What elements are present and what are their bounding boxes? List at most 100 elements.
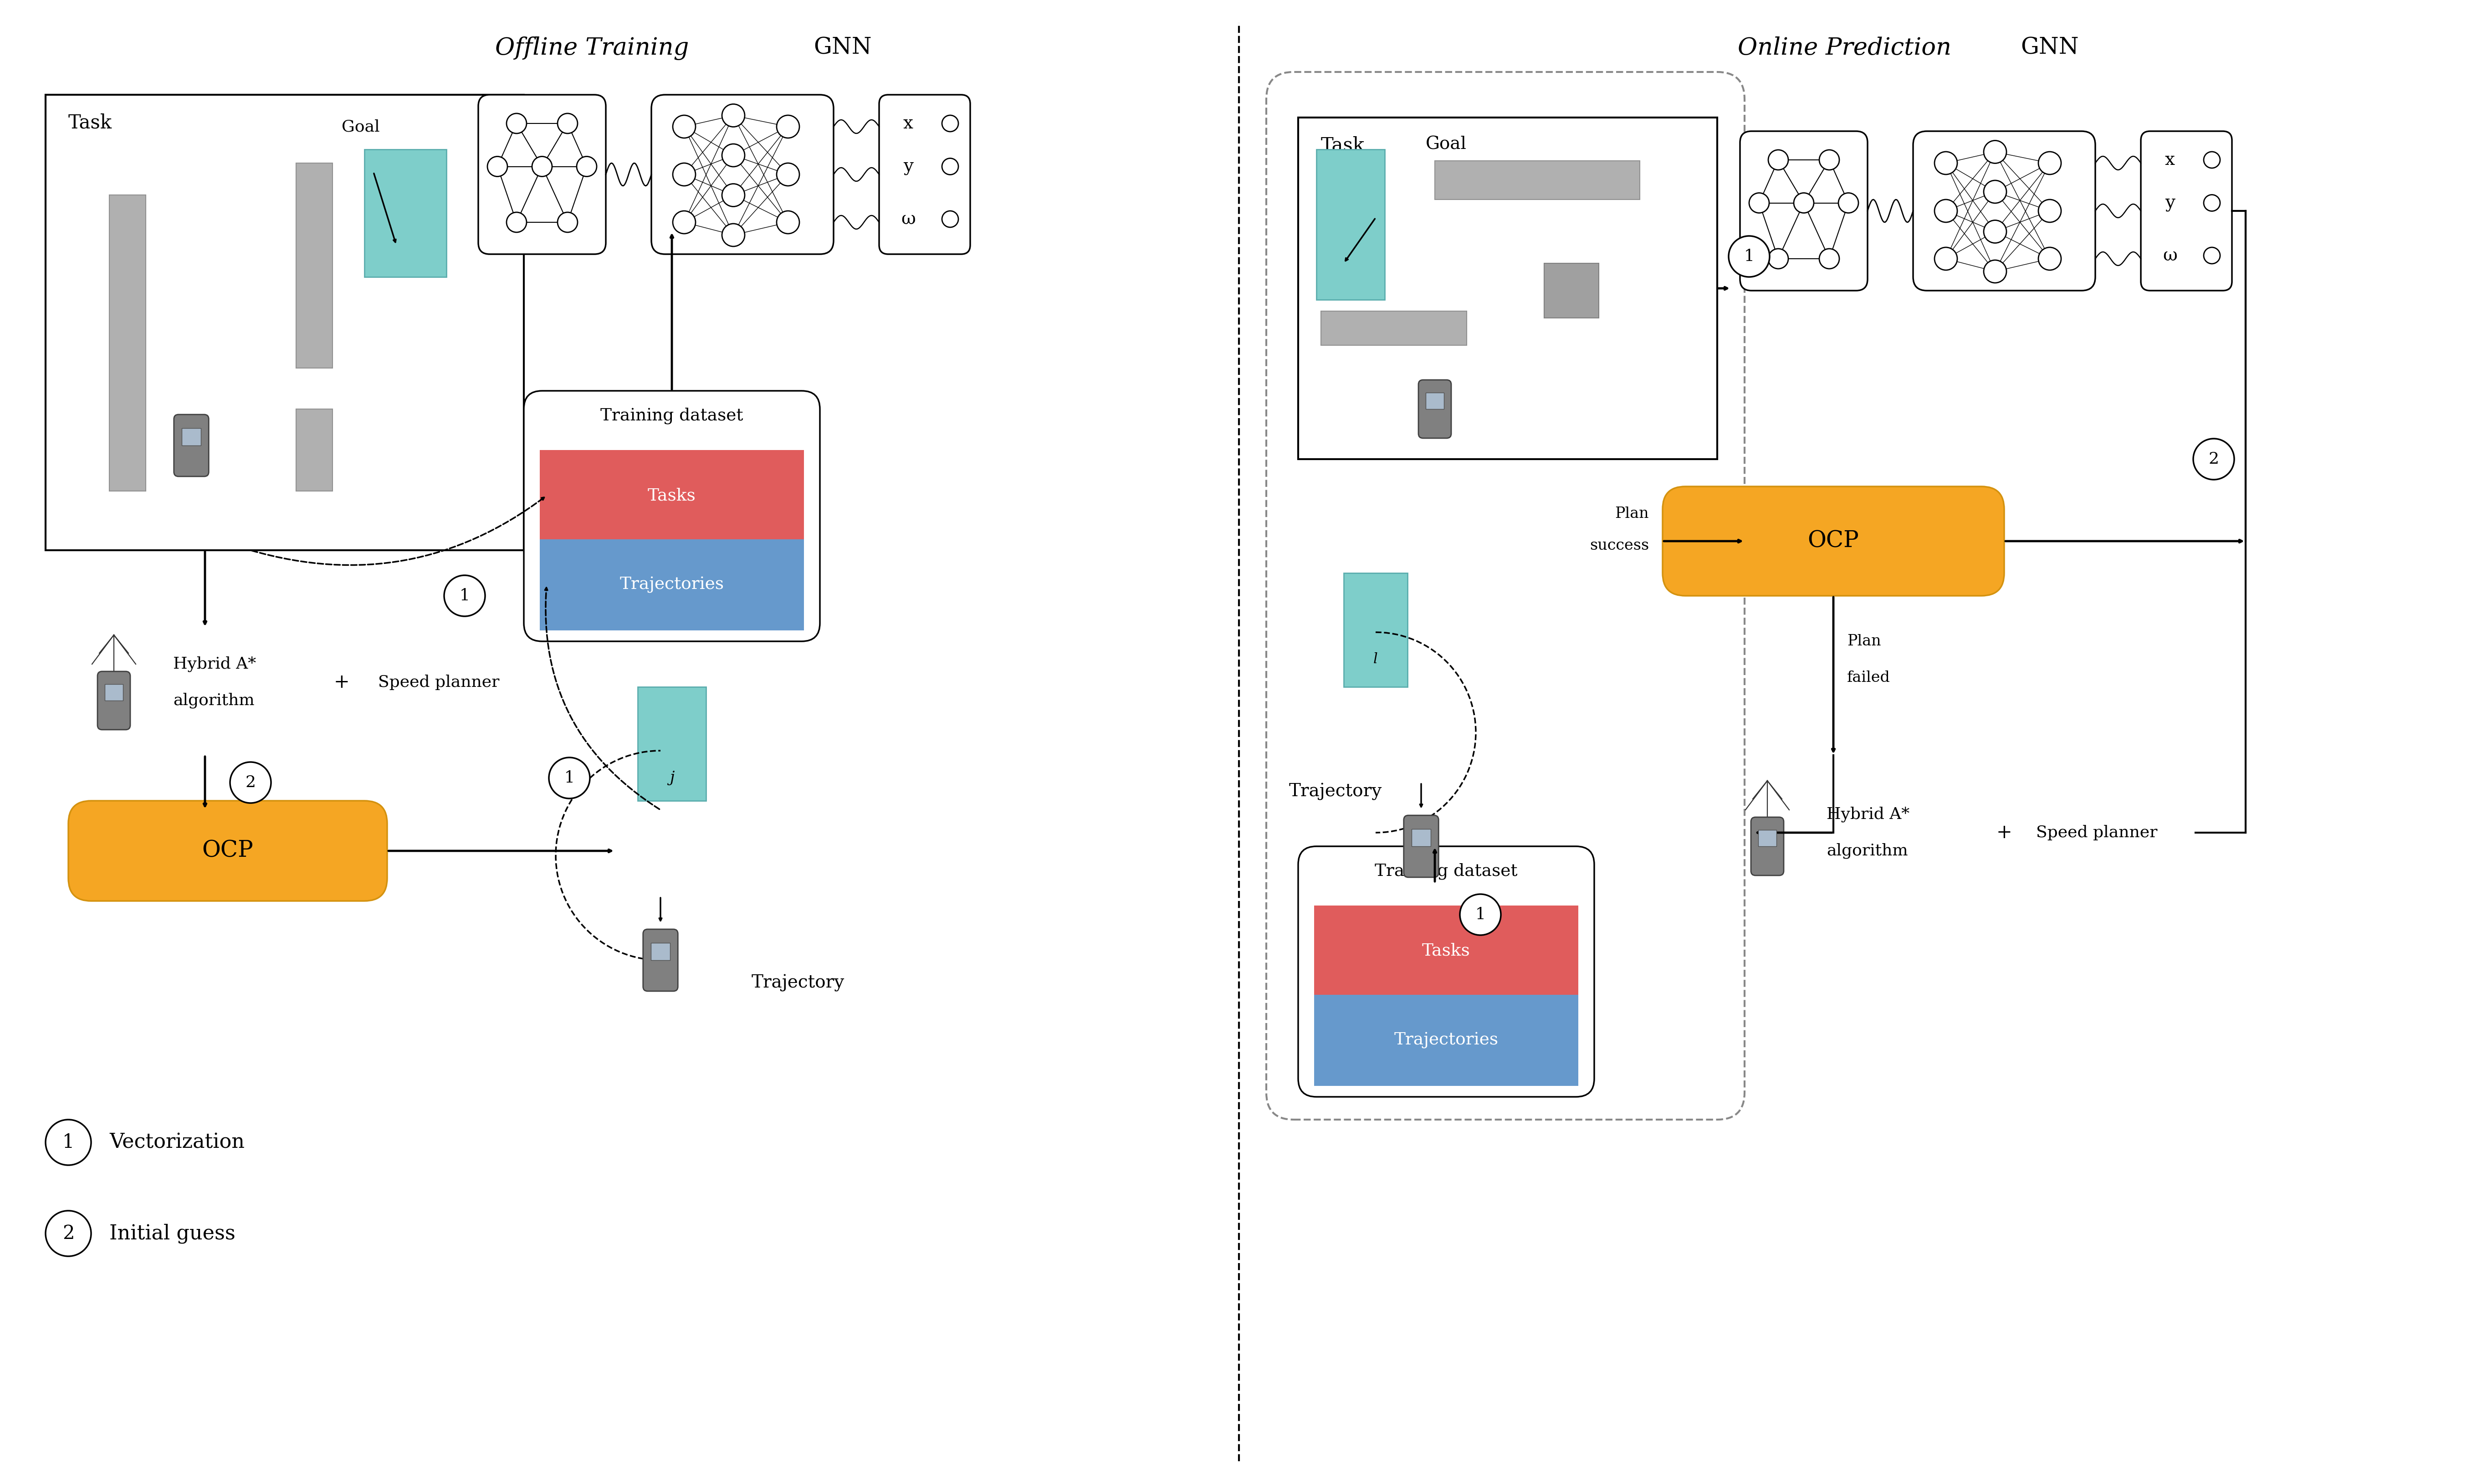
Text: x: x xyxy=(2165,151,2175,168)
Circle shape xyxy=(1984,181,2006,203)
Text: failed: failed xyxy=(1848,671,1890,686)
Text: x: x xyxy=(904,116,914,132)
FancyBboxPatch shape xyxy=(1266,71,1744,1119)
Bar xyxy=(637,687,706,801)
Text: Task: Task xyxy=(69,113,111,132)
Bar xyxy=(1315,994,1578,1086)
FancyBboxPatch shape xyxy=(173,414,208,476)
Circle shape xyxy=(557,212,577,233)
Text: y: y xyxy=(2165,194,2175,211)
Circle shape xyxy=(2039,248,2061,270)
Circle shape xyxy=(1818,249,1840,269)
Text: 2: 2 xyxy=(62,1224,74,1244)
FancyBboxPatch shape xyxy=(523,390,820,641)
Text: Trajectories: Trajectories xyxy=(619,576,723,592)
Circle shape xyxy=(2039,199,2061,223)
FancyBboxPatch shape xyxy=(1404,815,1439,877)
Circle shape xyxy=(505,212,528,233)
Text: OCP: OCP xyxy=(203,840,253,862)
FancyBboxPatch shape xyxy=(69,801,386,901)
Text: Goal: Goal xyxy=(1427,135,1466,153)
Bar xyxy=(297,163,332,368)
Text: Trajectory: Trajectory xyxy=(1288,784,1382,800)
FancyBboxPatch shape xyxy=(97,671,131,730)
Circle shape xyxy=(941,211,959,227)
Text: OCP: OCP xyxy=(1808,530,1860,552)
Text: Tasks: Tasks xyxy=(1422,942,1471,959)
Circle shape xyxy=(778,116,800,138)
Text: Initial guess: Initial guess xyxy=(109,1223,235,1244)
Circle shape xyxy=(674,211,696,233)
Circle shape xyxy=(2205,151,2219,168)
Bar xyxy=(297,410,332,491)
Text: 1: 1 xyxy=(1476,907,1486,923)
Circle shape xyxy=(1749,193,1769,212)
FancyBboxPatch shape xyxy=(644,929,679,991)
Text: Training dataset: Training dataset xyxy=(599,408,743,424)
Circle shape xyxy=(230,763,270,803)
Circle shape xyxy=(505,113,528,134)
Bar xyxy=(540,450,805,542)
Text: Offline Training: Offline Training xyxy=(495,37,689,61)
Bar xyxy=(364,150,446,278)
FancyBboxPatch shape xyxy=(1751,818,1783,876)
Circle shape xyxy=(1984,220,2006,243)
Bar xyxy=(181,427,201,445)
Text: 2: 2 xyxy=(245,775,255,791)
Circle shape xyxy=(45,1119,92,1165)
Circle shape xyxy=(1793,193,1813,212)
Text: algorithm: algorithm xyxy=(1826,843,1907,859)
Circle shape xyxy=(1935,248,1957,270)
Bar xyxy=(1759,830,1776,846)
Circle shape xyxy=(2039,151,2061,175)
Circle shape xyxy=(721,224,746,246)
Text: Speed planner: Speed planner xyxy=(2036,825,2157,840)
Circle shape xyxy=(721,144,746,166)
Circle shape xyxy=(941,159,959,175)
Text: ω: ω xyxy=(902,211,916,227)
Circle shape xyxy=(1838,193,1858,212)
Circle shape xyxy=(550,757,590,798)
Circle shape xyxy=(1769,249,1788,269)
Text: 1: 1 xyxy=(458,588,471,604)
Bar xyxy=(651,942,671,960)
Circle shape xyxy=(1984,260,2006,283)
Bar xyxy=(1315,150,1385,300)
Text: +: + xyxy=(334,672,349,692)
Circle shape xyxy=(557,113,577,134)
FancyBboxPatch shape xyxy=(478,95,607,254)
Circle shape xyxy=(941,116,959,132)
Circle shape xyxy=(443,576,485,616)
Circle shape xyxy=(488,156,508,177)
Circle shape xyxy=(1769,150,1788,169)
Bar xyxy=(1315,905,1578,997)
Text: Vectorization: Vectorization xyxy=(109,1132,245,1152)
Text: j: j xyxy=(669,770,674,785)
Circle shape xyxy=(2205,194,2219,211)
Text: success: success xyxy=(1590,539,1650,554)
Circle shape xyxy=(721,104,746,126)
Circle shape xyxy=(1459,895,1501,935)
Text: 1: 1 xyxy=(62,1132,74,1152)
FancyBboxPatch shape xyxy=(1912,131,2096,291)
Circle shape xyxy=(577,156,597,177)
Bar xyxy=(1412,830,1432,846)
FancyBboxPatch shape xyxy=(879,95,971,254)
FancyBboxPatch shape xyxy=(1662,487,2004,595)
Text: 2: 2 xyxy=(2209,451,2219,467)
Text: Speed planner: Speed planner xyxy=(379,675,500,690)
Text: Plan: Plan xyxy=(1615,506,1650,521)
Text: Plan: Plan xyxy=(1848,634,1880,649)
Bar xyxy=(1320,312,1466,346)
FancyBboxPatch shape xyxy=(1419,380,1452,438)
Text: Trajectory: Trajectory xyxy=(751,975,845,991)
Text: Task: Task xyxy=(1320,135,1365,154)
Text: Trajectories: Trajectories xyxy=(1395,1031,1499,1048)
Text: Hybrid A*: Hybrid A* xyxy=(1826,807,1910,822)
Circle shape xyxy=(674,163,696,186)
FancyBboxPatch shape xyxy=(651,95,835,254)
Circle shape xyxy=(674,116,696,138)
Text: Online Prediction: Online Prediction xyxy=(1739,37,1952,59)
Text: +: + xyxy=(1996,824,2011,843)
Bar xyxy=(1427,393,1444,410)
